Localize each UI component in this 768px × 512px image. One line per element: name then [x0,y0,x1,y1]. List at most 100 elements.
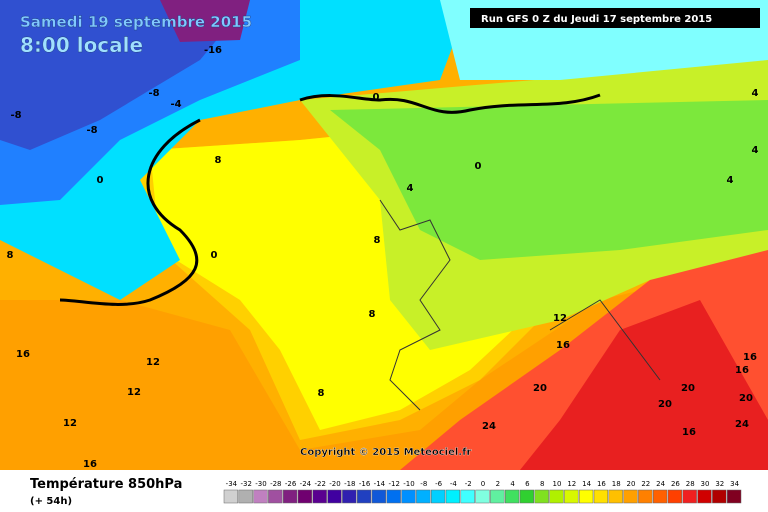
contour-label: 16 [735,365,749,376]
scale-label: 28 [686,480,695,488]
contour-label: 4 [407,183,414,194]
contour-label: 0 [475,161,482,172]
field-green [330,100,768,260]
scale-swatch [312,489,327,504]
scale-label: -12 [388,480,399,488]
contour-label: 24 [735,419,749,430]
scale-label: -28 [270,480,281,488]
scale-label: 0 [481,480,485,488]
scale-swatch [371,489,387,504]
contour-label: 20 [681,383,695,394]
contour-label: 8 [7,250,14,261]
field-dark-red [520,300,768,470]
scale-label: -34 [226,480,238,488]
scale-swatch [445,489,461,504]
scale-swatch [327,489,342,504]
scale-swatch [253,489,268,504]
scale-label: 20 [627,480,636,488]
scale-label: 16 [597,480,606,488]
scale-label: 6 [525,480,530,488]
scale-label: 26 [671,480,680,488]
scale-swatch [297,489,313,504]
contour-label: 16 [556,340,570,351]
contour-label: 8 [374,235,381,246]
scale-label: 22 [641,480,650,488]
scale-label: 8 [540,480,544,488]
scale-swatch [460,489,475,504]
contour-label: 0 [97,175,104,186]
scale-swatch [534,489,549,504]
scale-label: 24 [656,480,665,488]
contour-label: 16 [83,459,97,470]
scale-swatch [490,489,505,504]
scale-swatch [608,489,623,504]
legend-title: Température 850hPa [30,477,182,492]
scale-label: -30 [255,480,266,488]
scale-label: -16 [359,480,371,488]
scale-label: 2 [496,480,500,488]
contour-label: -4 [170,99,181,110]
scale-swatch [238,489,253,504]
scale-swatch [697,489,712,504]
scale-swatch [549,489,564,504]
contour-label: 16 [16,349,30,360]
scale-label: -22 [314,480,325,488]
scale-swatch [386,489,401,504]
scale-label: 32 [715,480,724,488]
scale-label: 14 [582,480,591,488]
contour-label: 4 [727,175,734,186]
contour-labels: -16 -8 -8 -4 -8 0 0 0 0 4 4 4 4 8 8 8 8 8 12 12 12 12 16 16 16 16… [7,45,759,470]
scale-swatch [519,489,535,504]
contour-label: -8 [148,88,159,99]
scale-swatch [652,489,668,504]
scale-swatch [282,489,298,504]
contour-label: -8 [86,125,97,136]
contour-label: 0 [373,92,380,103]
run-box [470,8,760,28]
scale-swatch [475,489,490,504]
field-purple [160,0,250,42]
scale-swatch [504,489,520,504]
date-title: Samedi 19 septembre 2015 [20,13,252,31]
contour-label: 8 [215,155,222,166]
scale-swatch [416,489,431,504]
scale-label: -26 [285,480,297,488]
scale-label: -2 [465,480,472,488]
scale-label: -14 [374,480,386,488]
contour-label: 20 [739,393,753,404]
contour-label: 0 [211,250,218,261]
contour-label: 20 [658,399,672,410]
copyright: Copyright © 2015 Meteociel.fr [300,447,471,458]
contour-label: 12 [146,357,160,368]
contour-label: 24 [482,421,496,432]
contour-label: 12 [63,418,77,429]
run-info: Run GFS 0 Z du Jeudi 17 septembre 2015 [481,14,712,25]
scale-label: 4 [510,480,515,488]
coastlines [379,199,661,411]
scale-label: 18 [612,480,621,488]
scale-label: -32 [240,480,251,488]
scale-swatch [682,489,697,504]
scale-swatch [712,489,727,504]
scale-label: -18 [344,480,355,488]
time-subtitle: 8:00 locale [20,33,143,57]
scale-label: 12 [567,480,576,488]
scale-swatch [401,489,416,504]
scale-swatch [430,489,446,504]
scale-swatch [342,489,357,504]
contour-label: 20 [533,383,547,394]
scale-label: 30 [701,480,710,488]
scale-label: -4 [450,480,458,488]
scale-swatch [623,489,638,504]
scale-label: 10 [553,480,562,488]
contour-label: 16 [743,352,757,363]
scale-label: -6 [435,480,443,488]
contour-label: 12 [553,313,567,324]
scale-swatch [223,489,239,504]
contour-label: 8 [318,388,325,399]
scale-swatch [726,489,742,504]
legend-subtitle: (+ 54h) [30,496,72,507]
contour-label: 12 [127,387,141,398]
scale-swatch [564,489,579,504]
